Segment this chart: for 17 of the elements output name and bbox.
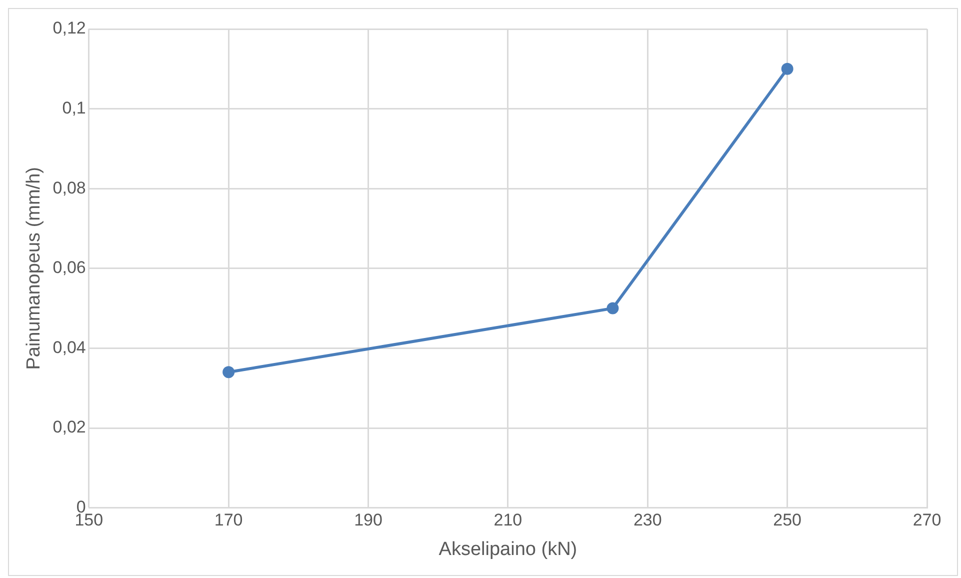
y-tick-label: 0,02 [52, 418, 86, 437]
x-tick-label: 190 [354, 510, 382, 530]
x-tick-label: 230 [633, 510, 662, 530]
y-tick-label: 0,06 [52, 258, 86, 278]
point [606, 302, 619, 314]
point [781, 62, 794, 75]
y-tick-label: 0,1 [62, 98, 86, 118]
x-axis-title: Akselipaino (kN) [438, 538, 578, 560]
x-tick-label: 170 [214, 510, 243, 530]
x-tick-label: 250 [773, 510, 802, 530]
y-axis-title: Painumanopeus (mm/h) [24, 167, 45, 370]
x-tick-label: 210 [494, 510, 522, 530]
point [222, 366, 235, 378]
y-tick-label: 0,04 [52, 338, 86, 357]
x-tick-label: 270 [912, 510, 942, 530]
y-tick-label: 0,08 [52, 178, 86, 198]
y-tick-label: 0,12 [52, 18, 86, 38]
